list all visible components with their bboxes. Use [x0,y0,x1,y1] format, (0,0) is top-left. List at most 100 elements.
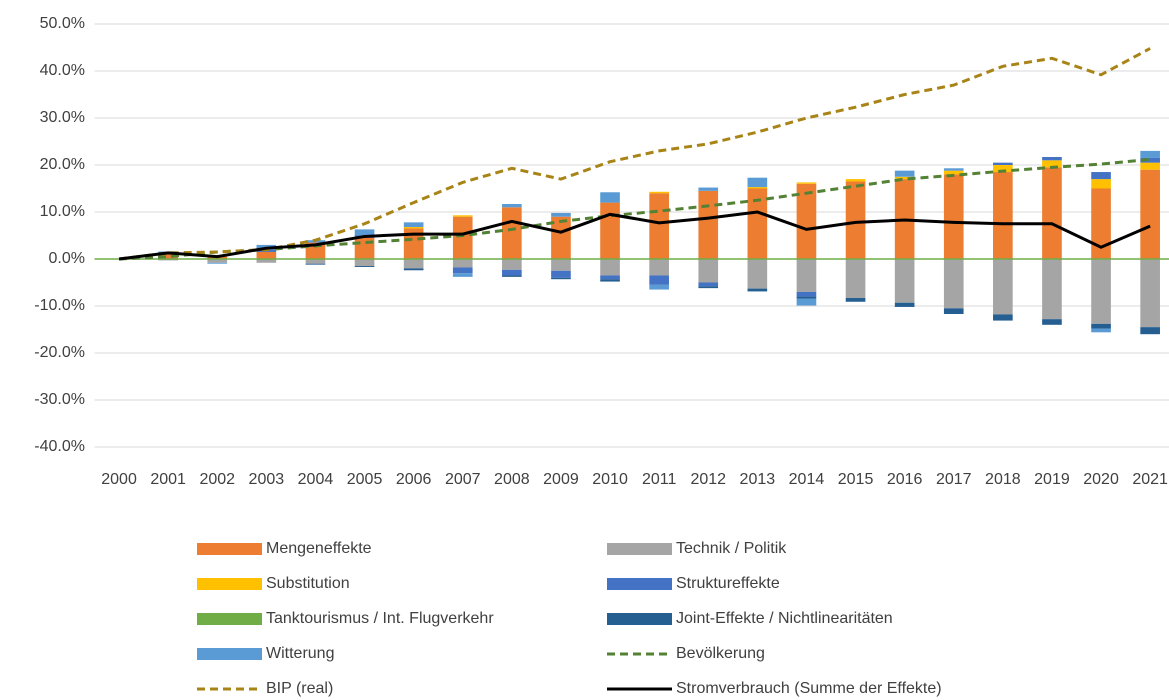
x-tick-label: 2003 [249,471,285,488]
bar-segment [649,275,669,285]
bar-segment [796,182,817,184]
y-tick-label: -30.0% [34,391,85,408]
bar-segment [943,174,964,259]
bar-segment [894,176,915,180]
bar-segment [403,228,424,259]
x-tick-label: 2019 [1034,471,1070,488]
bar-segment [1091,259,1111,324]
x-tick-label: 2011 [642,471,677,488]
bar-segment [551,259,571,271]
x-tick-label: 2001 [150,471,186,488]
bar-segment [796,298,817,306]
bar-segment [1091,172,1111,180]
legend-label: Joint-Effekte / Nichtlinearitäten [676,610,893,627]
y-tick-label: -10.0% [34,297,85,314]
bar-segment [551,216,571,259]
legend-label: Mengeneffekte [266,540,372,557]
bar-segment [845,259,866,299]
bar-segment [305,263,326,265]
bar-segment [452,259,473,268]
bar-segment [1091,188,1111,259]
y-tick-label: 40.0% [40,62,85,79]
bar-segment [796,259,817,292]
bar-segment [1091,179,1111,189]
bar-segment [600,192,620,203]
x-tick-label: 2014 [789,471,825,488]
bar-segment [993,314,1013,321]
y-tick-label: 50.0% [40,15,85,32]
bar-segment [256,259,277,263]
y-tick-label: 0.0% [49,250,85,267]
bar-segment [502,259,522,270]
bar-segment [207,259,228,263]
bar-segment [305,259,326,264]
bar-segment [403,268,424,271]
bar-segment [993,162,1013,165]
bar-segment [1042,157,1062,161]
x-tick-label: 2017 [936,471,972,488]
bar-segment [600,202,620,259]
x-tick-label: 2000 [101,471,137,488]
legend-label: BIP (real) [266,680,333,697]
x-tick-label: 2018 [985,471,1021,488]
line-series [118,47,1151,261]
bar-segment [747,177,768,188]
x-tick-label: 2006 [396,471,432,488]
legend-swatch [197,543,262,555]
bar-segment [551,270,571,278]
bar-segment [649,193,669,259]
bar-segment [698,282,719,287]
bar-segment [452,267,473,274]
y-tick-label: -20.0% [34,344,85,361]
bar-segment [747,188,768,259]
bar-segment [698,190,719,259]
bar-segment [1140,169,1160,259]
bar-segment [502,269,522,276]
bar-segment [403,259,424,269]
bar-segment [502,275,522,277]
line-series [118,210,1151,261]
bar-segment [403,227,424,229]
legend-swatch [197,613,262,625]
bar-segment [796,296,817,299]
bar-segment [747,288,768,292]
bar-segment [943,170,964,175]
x-tick-label: 2002 [199,471,235,488]
bar-segment [698,259,719,283]
legend-label: Tanktourismus / Int. Flugverkehr [266,610,494,627]
bar-segment [452,215,473,217]
bar-segment [649,259,669,276]
bar-segment [551,277,571,280]
bar-segment [600,259,620,276]
legend-swatch [197,648,262,660]
bar-segment [1140,162,1160,170]
bar-segment [1140,327,1160,335]
bar-segment [551,212,571,217]
x-tick-label: 2012 [690,471,726,488]
bar-segment [158,254,178,259]
bar-segment [1140,259,1160,328]
bar-segment [747,187,768,189]
x-tick-label: 2010 [592,471,628,488]
bar-segment [649,191,669,194]
bar-segment [698,187,719,191]
legend-label: Technik / Politik [676,540,787,557]
bar-segment [747,259,768,289]
legend-label: Substitution [266,575,350,592]
legend-label: Bevölkerung [676,645,765,662]
bar-segment [1042,167,1062,259]
x-tick-label: 2016 [887,471,923,488]
x-tick-label: 2013 [740,471,776,488]
bar-segment [698,286,719,289]
bar-segment [1042,160,1062,168]
bar-segment [1091,323,1111,329]
bar-segment [354,229,375,236]
bar-segment [993,172,1013,259]
legend-label: Witterung [266,645,334,662]
bar-segment [452,216,473,259]
y-tick-label: 20.0% [40,156,85,173]
bar-segment [993,259,1013,315]
bar-segment [845,298,866,302]
x-tick-label: 2005 [347,471,383,488]
